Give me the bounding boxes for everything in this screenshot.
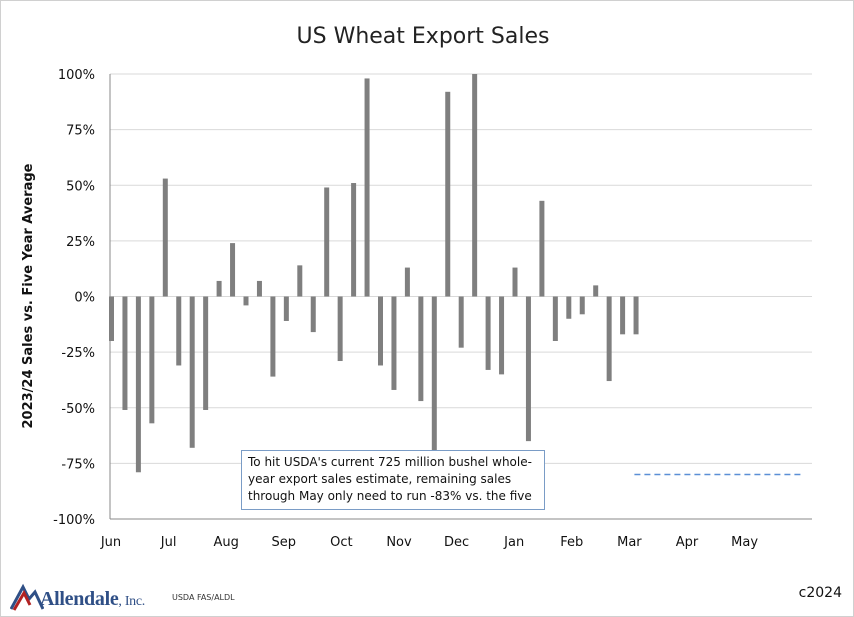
bar (485, 296, 491, 370)
bar (364, 78, 370, 297)
bar (270, 296, 276, 377)
x-tick-label: Sep (272, 535, 297, 550)
x-tick-label: Jun (100, 535, 121, 550)
bar (337, 296, 343, 362)
logo-wordmark: Allendale, Inc. (40, 588, 145, 610)
bar (593, 285, 599, 297)
bar (579, 296, 585, 315)
y-tick-labels: 100% 75% 50% 25% 0% -25% -50% -75% -100% (53, 68, 95, 528)
bar (243, 296, 249, 306)
y-tick-label: -25% (61, 346, 95, 361)
y-tick-label: 0% (74, 291, 95, 306)
bar (499, 296, 505, 375)
x-tick-labels: Jun Jul Aug Sep Oct Nov Dec Jan Feb Mar Apr May (100, 535, 758, 550)
chart-title: US Wheat Export Sales (297, 24, 550, 49)
bar (633, 296, 639, 335)
x-tick-label: Jul (160, 535, 177, 550)
x-tick-label: Nov (386, 535, 412, 550)
bar (418, 296, 424, 402)
y-tick-label: -75% (61, 457, 95, 472)
bar (458, 296, 464, 348)
y-tick-label: 50% (66, 179, 95, 194)
x-tick-label: Oct (330, 535, 352, 550)
bar (109, 296, 114, 341)
y-tick-label: 100% (58, 68, 95, 83)
bar (230, 243, 236, 297)
bar (283, 296, 289, 321)
x-tick-label: Mar (617, 535, 642, 550)
y-tick-label: -50% (61, 402, 95, 417)
y-tick-label: -100% (53, 513, 95, 528)
x-tick-label: Feb (560, 535, 583, 550)
bar (324, 187, 330, 297)
bar (525, 296, 531, 442)
bar (351, 183, 357, 297)
annotation-box: To hit USDA's current 725 million bushel… (241, 450, 545, 510)
bar (176, 296, 182, 366)
bar (539, 200, 545, 297)
bar (256, 280, 262, 297)
bar (189, 296, 195, 448)
bar (135, 296, 141, 473)
bar (216, 280, 222, 297)
x-tick-label: May (731, 535, 758, 550)
x-tick-label: Aug (214, 535, 239, 550)
bar (203, 296, 209, 410)
bar (566, 296, 572, 319)
x-tick-label: Apr (676, 535, 699, 550)
y-tick-label: 75% (66, 124, 95, 139)
bar (310, 296, 316, 333)
bar (162, 178, 168, 297)
bars (109, 74, 639, 473)
x-tick-label: Dec (444, 535, 469, 550)
bar (606, 296, 612, 382)
bar (391, 296, 397, 390)
bar (149, 296, 155, 424)
bar (552, 296, 558, 341)
bar (122, 296, 128, 410)
bar (472, 74, 478, 297)
bar (431, 296, 437, 455)
bar (297, 265, 303, 297)
y-tick-label: 25% (66, 235, 95, 250)
y-axis-label: 2023/24 Sales vs. Five Year Average (21, 163, 36, 428)
allendale-logo-icon (10, 583, 44, 611)
bar (620, 296, 626, 335)
bar (445, 91, 451, 297)
bar (404, 267, 410, 297)
bar (512, 267, 518, 297)
source-note: USDA FAS/ALDL (172, 593, 235, 602)
bar (378, 296, 383, 366)
x-tick-label: Jan (503, 535, 524, 550)
copyright: c2024 (798, 585, 842, 601)
